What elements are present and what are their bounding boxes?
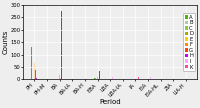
Bar [97,77,98,79]
Bar [60,78,61,79]
Bar [138,77,139,79]
X-axis label: Period: Period [99,99,121,105]
Y-axis label: Counts: Counts [3,30,9,54]
Bar [94,78,95,79]
Bar [34,63,35,79]
Bar [112,77,113,79]
Bar [36,78,37,79]
Bar [61,11,62,79]
Bar [35,70,36,79]
Bar [95,78,96,79]
Bar [31,47,32,79]
Legend: A, B, C, D, E, F, G, H, I, K: A, B, C, D, E, F, G, H, I, K [183,13,195,71]
Bar [150,77,151,79]
Bar [59,75,60,79]
Bar [99,71,100,79]
